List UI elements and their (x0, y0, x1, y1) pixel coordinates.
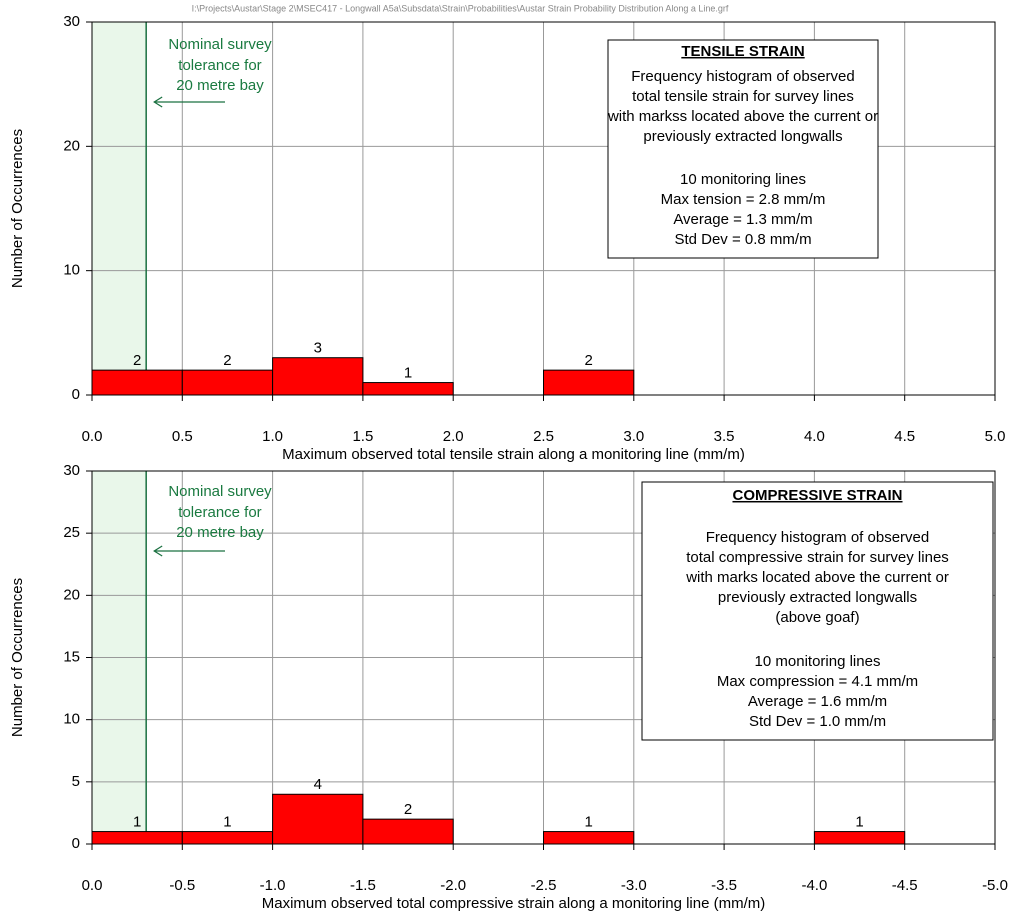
bar-label: 3 (314, 340, 322, 357)
y-axis-label: Number of Occurrences (9, 129, 26, 288)
plot-frame (91, 470, 996, 845)
info-stat: Max tension = 2.8 mm/m (661, 191, 826, 208)
tolerance-note: 20 metre bay (176, 77, 264, 94)
info-box (607, 39, 879, 259)
bar-label: 1 (133, 814, 141, 831)
info-title: COMPRESSIVE STRAIN (732, 487, 902, 504)
bar (543, 831, 635, 845)
info-stat: Std Dev = 0.8 mm/m (674, 231, 811, 248)
y-tick-label: 0 (72, 386, 80, 403)
x-tick-label: 5.0 (985, 428, 1006, 445)
bar-label: 2 (584, 352, 592, 369)
x-tick-label: -2.0 (440, 877, 466, 894)
bar-label: 2 (223, 352, 231, 369)
y-tick-label: 15 (63, 648, 80, 665)
info-box (641, 481, 994, 741)
info-title: TENSILE STRAIN (681, 43, 804, 60)
x-tick-label: 0.0 (82, 877, 103, 894)
info-description: previously extracted longwalls (718, 589, 917, 606)
x-tick-label: -3.5 (711, 877, 737, 894)
bar (91, 369, 183, 396)
info-stat: 10 monitoring lines (680, 171, 806, 188)
tolerance-arrow (153, 545, 225, 557)
y-tick-label: 20 (63, 586, 80, 603)
plot-frame (91, 21, 996, 396)
x-tick-label: 2.5 (533, 428, 554, 445)
tolerance-note: tolerance for (178, 57, 261, 74)
info-stat: Average = 1.6 mm/m (748, 693, 887, 710)
info-stat: Max compression = 4.1 mm/m (717, 673, 918, 690)
x-tick-label: -4.5 (892, 877, 918, 894)
x-axis-label: Maximum observed total compressive strai… (262, 895, 766, 912)
bar-label: 1 (223, 814, 231, 831)
x-tick-label: 3.0 (623, 428, 644, 445)
y-tick-label: 20 (63, 137, 80, 154)
info-description: (above goaf) (775, 609, 859, 626)
info-description: Frequency histogram of observed (706, 529, 929, 546)
x-tick-label: 4.5 (894, 428, 915, 445)
x-tick-label: 0.5 (172, 428, 193, 445)
info-stat: Average = 1.3 mm/m (673, 211, 812, 228)
tolerance-note: Nominal survey (168, 483, 272, 500)
tolerance-note: Nominal survey (168, 36, 272, 53)
x-axis-label: Maximum observed total tensile strain al… (282, 446, 745, 463)
bar (181, 369, 274, 396)
bar (362, 818, 454, 845)
info-description: Frequency histogram of observed (631, 68, 854, 85)
y-tick-label: 10 (63, 711, 80, 728)
y-axis-label: Number of Occurrences (9, 578, 26, 737)
bar (181, 831, 274, 845)
info-description: with marks located above the current or (685, 569, 949, 586)
tolerance-band (92, 22, 147, 395)
bar (362, 382, 454, 396)
x-tick-label: -4.0 (801, 877, 827, 894)
y-tick-label: 10 (63, 262, 80, 279)
file-path: I:\Projects\Austar\Stage 2\MSEC417 - Lon… (192, 3, 729, 13)
x-tick-label: -5.0 (982, 877, 1008, 894)
info-description: previously extracted longwalls (643, 128, 842, 145)
bar (91, 831, 183, 845)
y-tick-label: 30 (63, 462, 80, 479)
info-description: with markss located above the current or (607, 108, 878, 125)
bar-label: 1 (404, 365, 412, 382)
x-tick-label: 4.0 (804, 428, 825, 445)
bar-label: 4 (314, 776, 322, 793)
tolerance-note: tolerance for (178, 504, 261, 521)
x-tick-label: -1.0 (260, 877, 286, 894)
y-tick-label: 5 (72, 773, 80, 790)
bar (272, 357, 364, 396)
x-tick-label: -2.5 (531, 877, 557, 894)
info-stat: 10 monitoring lines (755, 653, 881, 670)
info-stat: Std Dev = 1.0 mm/m (749, 713, 886, 730)
x-tick-label: 3.5 (714, 428, 735, 445)
info-description: total tensile strain for survey lines (632, 88, 854, 105)
x-tick-label: 2.0 (443, 428, 464, 445)
tolerance-note: 20 metre bay (176, 524, 264, 541)
bar-label: 2 (404, 801, 412, 818)
bar (272, 793, 364, 845)
x-tick-label: 1.0 (262, 428, 283, 445)
bar-label: 1 (855, 814, 863, 831)
x-tick-label: -0.5 (169, 877, 195, 894)
bar (813, 831, 906, 845)
x-tick-label: 1.5 (352, 428, 373, 445)
y-tick-label: 25 (63, 524, 80, 541)
bar-label: 2 (133, 352, 141, 369)
bar (543, 369, 635, 396)
x-tick-label: -3.0 (621, 877, 647, 894)
bar-label: 1 (584, 814, 592, 831)
info-description: total compressive strain for survey line… (686, 549, 949, 566)
tolerance-arrow (153, 96, 225, 108)
x-tick-label: -1.5 (350, 877, 376, 894)
y-tick-label: 0 (72, 835, 80, 852)
x-tick-label: 0.0 (82, 428, 103, 445)
y-tick-label: 30 (63, 13, 80, 30)
